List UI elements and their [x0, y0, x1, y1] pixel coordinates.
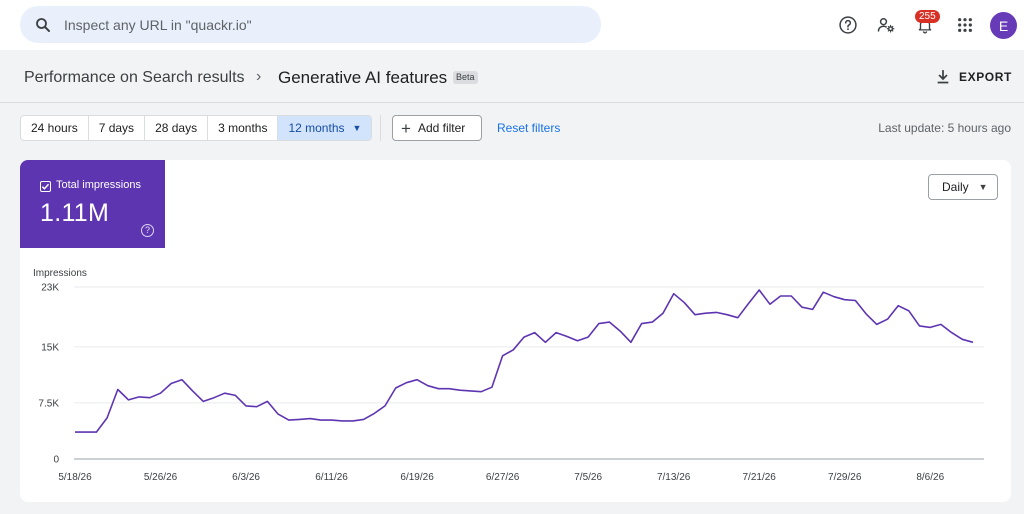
range-12-months[interactable]: 12 months ▼ [278, 116, 372, 140]
performance-card: Total impressions 1.11M ? Daily ▼ Impres… [20, 160, 1011, 502]
x-tick-labels: 5/18/26 5/26/26 6/3/26 6/11/26 6/19/26 6/27/2… [58, 472, 944, 483]
y-tick-label: 0 [53, 455, 59, 466]
url-inspection-search[interactable] [20, 6, 601, 43]
x-tick-label: 5/26/26 [144, 472, 178, 483]
y-axis-label: Impressions [33, 268, 87, 279]
account-avatar[interactable]: E [990, 12, 1017, 39]
x-tick-label: 6/27/26 [486, 472, 520, 483]
metric-label: Total impressions [56, 179, 141, 191]
range-3-months[interactable]: 3 months [208, 116, 279, 140]
range-7-days[interactable]: 7 days [89, 116, 146, 140]
x-tick-label: 7/5/26 [574, 472, 602, 483]
add-filter-label: Add filter [417, 121, 466, 135]
checkbox-checked-icon [40, 181, 51, 192]
x-tick-label: 6/11/26 [315, 472, 348, 483]
x-tick-label: 7/21/26 [743, 472, 777, 483]
search-input[interactable] [64, 14, 584, 35]
x-tick-label: 5/18/26 [58, 472, 92, 483]
y-tick-label: 23K [41, 283, 59, 294]
chart-series [75, 289, 974, 433]
impressions-series-line [75, 289, 974, 433]
beta-badge: Beta [453, 71, 478, 84]
avatar-letter: E [998, 17, 1009, 34]
range-label: 7 days [98, 121, 135, 135]
export-button[interactable]: EXPORT [935, 67, 1012, 87]
x-tick-label: 6/19/26 [400, 472, 434, 483]
breadcrumb-parent[interactable]: Performance on Search results [24, 69, 245, 86]
page-title: Generative AI features [278, 68, 448, 87]
date-range-selector: 24 hours 7 days 28 days 3 months 12 mont… [20, 115, 373, 141]
breadcrumb-chevron-icon: › [256, 68, 262, 85]
apps-grid-icon[interactable] [954, 14, 976, 36]
manage-users-icon[interactable] [875, 14, 897, 36]
metric-help-icon[interactable]: ? [141, 224, 154, 237]
range-24-hours[interactable]: 24 hours [21, 116, 89, 140]
metric-value: 1.11M [40, 199, 110, 227]
caret-down-icon: ▼ [978, 182, 988, 192]
y-tick-label: 15K [41, 342, 59, 353]
range-28-days[interactable]: 28 days [145, 116, 209, 140]
y-tick-labels: 0 7.5K 15K 23K [38, 283, 59, 466]
download-icon [937, 70, 949, 84]
y-tick-label: 7.5K [38, 398, 59, 409]
x-tick-label: 7/29/26 [828, 472, 862, 483]
range-label: 12 months [288, 121, 345, 135]
filter-divider [380, 115, 381, 141]
top-app-bar: 255 E [0, 0, 1024, 50]
plus-icon: + [401, 118, 411, 138]
last-update-text: Last update: 5 hours ago [878, 121, 1011, 135]
granularity-dropdown[interactable]: Daily ▼ [928, 174, 998, 200]
x-tick-label: 8/6/26 [916, 472, 944, 483]
add-filter-button[interactable]: + Add filter [392, 115, 482, 141]
impressions-chart: Impressions 0 7.5K 15K 23K 5/18/26 5/26/26 6/… [33, 268, 984, 483]
range-label: 3 months [218, 121, 268, 135]
reset-filters-link[interactable]: Reset filters [497, 121, 561, 135]
granularity-label: Daily [942, 180, 969, 194]
range-label: 28 days [155, 121, 198, 135]
chart-grid [74, 286, 984, 460]
help-icon[interactable] [837, 14, 859, 36]
export-label: EXPORT [959, 70, 1012, 84]
header-divider [0, 102, 1024, 103]
page-header: Performance on Search results › Generati… [0, 50, 1024, 103]
range-label: 24 hours [31, 121, 78, 135]
search-icon [36, 18, 50, 32]
notifications-count-badge: 255 [915, 10, 940, 23]
caret-down-icon: ▼ [352, 123, 362, 133]
total-impressions-metric[interactable]: Total impressions 1.11M ? [20, 160, 165, 248]
x-tick-label: 6/3/26 [232, 472, 260, 483]
x-tick-label: 7/13/26 [657, 472, 691, 483]
